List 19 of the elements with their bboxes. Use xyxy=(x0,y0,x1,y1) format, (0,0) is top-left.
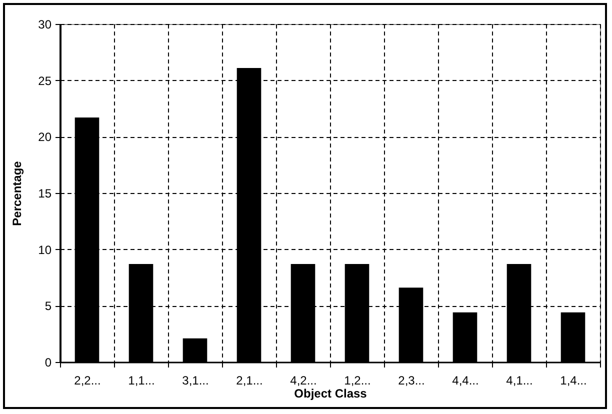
y-axis-title: Percentage xyxy=(10,160,24,226)
x-tick-label: 4,4... xyxy=(452,374,479,388)
y-tick-label: 15 xyxy=(38,186,52,200)
y-tick-label: 0 xyxy=(44,356,52,370)
x-tick-label: 3,1... xyxy=(182,374,209,388)
y-tick-label: 10 xyxy=(38,242,52,257)
x-tick-label: 2,1... xyxy=(236,374,263,388)
y-tick-label: 25 xyxy=(38,74,52,88)
x-tick-label: 4,2... xyxy=(290,374,317,388)
y-tick-label: 30 xyxy=(38,18,52,32)
x-tick-label: 1,2... xyxy=(344,374,371,388)
y-tick-label: 5 xyxy=(44,299,52,314)
x-tick-label: 2,2... xyxy=(74,374,101,388)
x-axis-title: Object Class xyxy=(294,386,368,400)
x-tick-label: 4,1... xyxy=(506,374,533,388)
x-tick-label: 2,3... xyxy=(398,374,425,388)
x-tick-label: 1,4... xyxy=(560,374,587,388)
x-tick-label: 1,1... xyxy=(128,374,155,388)
y-tick-label: 20 xyxy=(38,130,52,144)
